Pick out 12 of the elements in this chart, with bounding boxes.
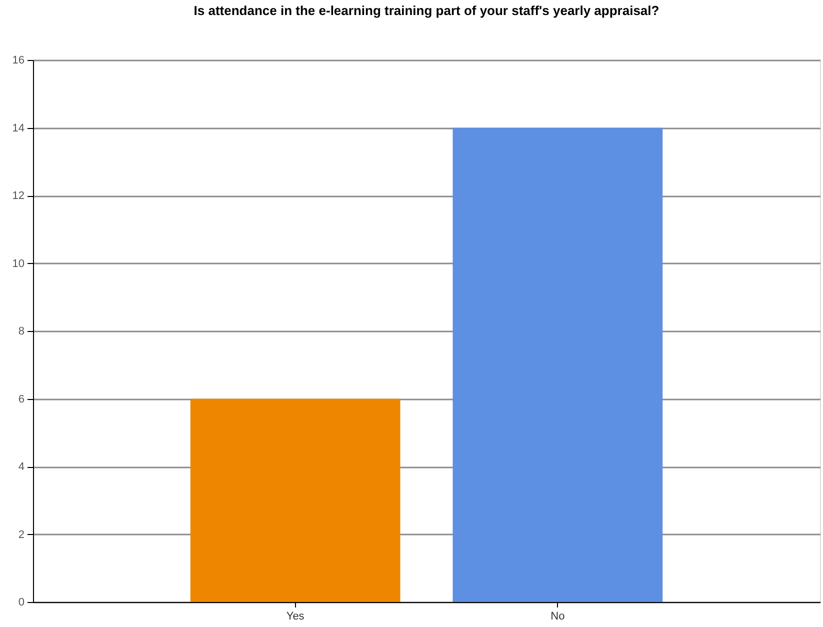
- y-tick-label: 0: [18, 596, 24, 608]
- y-tick-label: 4: [18, 461, 24, 473]
- y-tick-label: 6: [18, 393, 24, 406]
- chart-title: Is attendance in the e-learning training part of your staff's yearly appraisal?: [194, 3, 660, 18]
- y-tick-label: 8: [18, 326, 24, 338]
- x-tick-label: No: [550, 610, 565, 622]
- y-tick-label: 10: [12, 258, 24, 270]
- y-tick-label: 2: [18, 528, 24, 541]
- x-tick-label: Yes: [286, 610, 305, 622]
- y-tick-label: 12: [12, 190, 24, 202]
- y-tick-label: 14: [12, 122, 24, 134]
- y-tick-label: 16: [12, 54, 24, 66]
